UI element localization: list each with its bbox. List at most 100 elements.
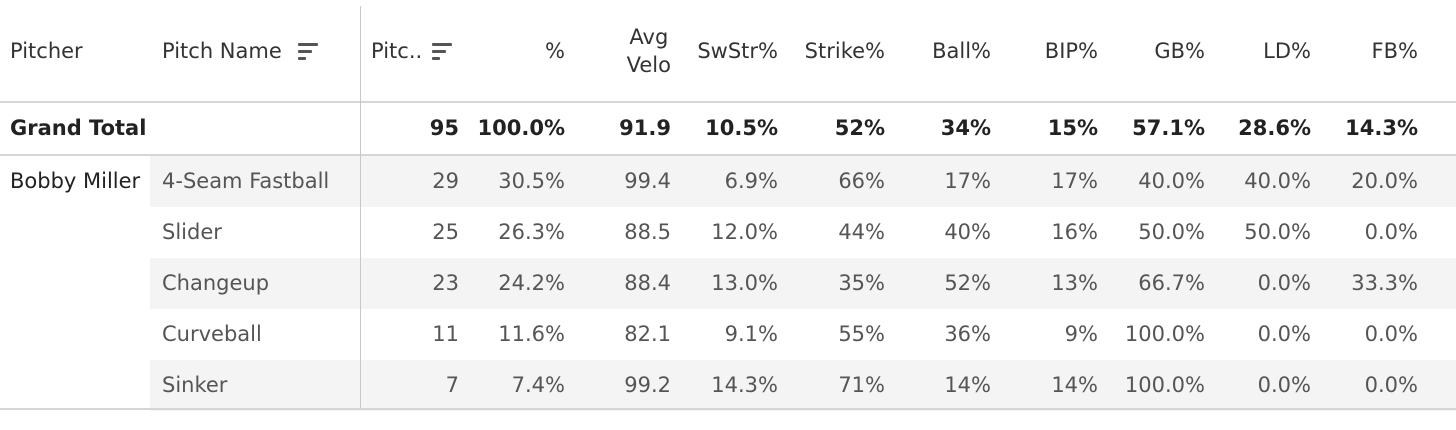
header-avg-velo-line1: Avg	[629, 24, 669, 49]
header-fb-label: FB%	[1371, 38, 1418, 63]
pitches: 25	[432, 220, 459, 244]
avg-velo: 88.4	[624, 271, 671, 295]
sort-descending-icon[interactable]	[297, 42, 320, 60]
header-swstr-label: SwStr%	[697, 38, 778, 63]
header-strike[interactable]: Strike%	[785, 0, 885, 101]
bip: 13%	[1051, 271, 1098, 295]
header-swstr[interactable]: SwStr%	[680, 0, 778, 101]
ball: 36%	[944, 322, 991, 346]
header-ld[interactable]: LD%	[1215, 0, 1311, 101]
fb: 0.0%	[1364, 373, 1418, 397]
gb: 100.0%	[1124, 322, 1205, 346]
avg-velo: 99.2	[624, 373, 671, 397]
total-strike: 52%	[834, 116, 885, 140]
pitch-name: Curveball	[162, 322, 262, 346]
header-avg-velo-label: Avg Velo	[627, 23, 671, 79]
gb: 40.0%	[1138, 169, 1205, 193]
avg-velo: 99.4	[624, 169, 671, 193]
strike: 44%	[838, 220, 885, 244]
fb: 33.3%	[1351, 271, 1418, 295]
swstr: 6.9%	[724, 169, 778, 193]
pct: 30.5%	[498, 169, 565, 193]
header-fb[interactable]: FB%	[1320, 0, 1418, 101]
row-shade	[150, 258, 1456, 309]
row-shade	[150, 156, 1456, 207]
header-pitch-name-label: Pitch Name	[162, 38, 282, 63]
pct: 26.3%	[498, 220, 565, 244]
header-ball[interactable]: Ball%	[895, 0, 991, 101]
bip: 9%	[1064, 322, 1098, 346]
pct: 11.6%	[498, 322, 565, 346]
table-row[interactable]: Slider 25 26.3% 88.5 12.0% 44% 40% 16% 5…	[0, 207, 1456, 258]
total-ball: 34%	[940, 116, 991, 140]
table-row[interactable]: Curveball 11 11.6% 82.1 9.1% 55% 36% 9% …	[0, 309, 1456, 360]
header-gb[interactable]: GB%	[1105, 0, 1205, 101]
pitcher-name: Bobby Miller	[10, 169, 141, 193]
ball: 40%	[944, 220, 991, 244]
pitches: 23	[432, 271, 459, 295]
fb: 0.0%	[1364, 220, 1418, 244]
total-ld: 28.6%	[1238, 116, 1311, 140]
pitch-name: Slider	[162, 220, 222, 244]
header-pitches[interactable]: Pitc..	[371, 0, 471, 101]
grand-total-row[interactable]: Grand Total 95 100.0% 91.9 10.5% 52% 34%…	[0, 103, 1456, 156]
sort-descending-icon[interactable]	[432, 42, 454, 60]
ld: 50.0%	[1244, 220, 1311, 244]
header-bip-label: BIP%	[1044, 38, 1098, 63]
grand-total-label: Grand Total	[10, 116, 147, 140]
ball: 17%	[944, 169, 991, 193]
total-bip: 15%	[1047, 116, 1098, 140]
header-ld-label: LD%	[1263, 38, 1311, 63]
bip: 17%	[1051, 169, 1098, 193]
strike: 71%	[838, 373, 885, 397]
pitch-name: Changeup	[162, 271, 270, 295]
row-shade	[150, 360, 1456, 411]
avg-velo: 88.5	[624, 220, 671, 244]
pct: 7.4%	[511, 373, 565, 397]
swstr: 12.0%	[711, 220, 778, 244]
bip: 14%	[1051, 373, 1098, 397]
ld: 0.0%	[1257, 271, 1311, 295]
header-avg-velo[interactable]: Avg Velo	[580, 0, 671, 101]
header-pct-label: %	[545, 38, 565, 63]
column-divider	[360, 6, 361, 409]
pitches: 11	[432, 322, 459, 346]
table-header: Pitcher Pitch Name Pitc.. % Avg Velo SwS…	[0, 0, 1456, 103]
header-pitcher[interactable]: Pitcher	[10, 0, 150, 101]
header-ball-label: Ball%	[932, 38, 991, 63]
avg-velo: 82.1	[624, 322, 671, 346]
pitch-name: 4-Seam Fastball	[162, 169, 330, 193]
strike: 66%	[838, 169, 885, 193]
ld: 0.0%	[1257, 373, 1311, 397]
gb: 66.7%	[1138, 271, 1205, 295]
header-pct[interactable]: %	[475, 0, 565, 101]
header-bip[interactable]: BIP%	[1000, 0, 1098, 101]
table-row[interactable]: Sinker 7 7.4% 99.2 14.3% 71% 14% 14% 100…	[0, 360, 1456, 411]
total-fb: 14.3%	[1345, 116, 1418, 140]
table-row[interactable]: 4-Seam Fastball 29 30.5% 99.4 6.9% 66% 1…	[0, 156, 1456, 207]
header-gb-label: GB%	[1154, 38, 1205, 63]
pitches: 7	[445, 373, 459, 397]
pct: 24.2%	[498, 271, 565, 295]
total-avg-velo: 91.9	[619, 116, 671, 140]
total-swstr: 10.5%	[705, 116, 778, 140]
gb: 100.0%	[1124, 373, 1205, 397]
header-strike-label: Strike%	[804, 38, 885, 63]
ball: 52%	[944, 271, 991, 295]
pitch-name: Sinker	[162, 373, 228, 397]
header-pitch-name[interactable]: Pitch Name	[162, 0, 357, 101]
total-pitches: 95	[429, 116, 459, 140]
ball: 14%	[944, 373, 991, 397]
gb: 50.0%	[1138, 220, 1205, 244]
strike: 55%	[838, 322, 885, 346]
swstr: 13.0%	[711, 271, 778, 295]
swstr: 14.3%	[711, 373, 778, 397]
header-pitches-label: Pitc..	[371, 38, 423, 63]
strike: 35%	[838, 271, 885, 295]
total-gb: 57.1%	[1132, 116, 1205, 140]
pitch-summary-table: Pitcher Pitch Name Pitc.. % Avg Velo SwS…	[0, 0, 1456, 411]
table-bottom-border	[0, 408, 1456, 410]
bip: 16%	[1051, 220, 1098, 244]
table-row[interactable]: Changeup 23 24.2% 88.4 13.0% 35% 52% 13%…	[0, 258, 1456, 309]
ld: 0.0%	[1257, 322, 1311, 346]
